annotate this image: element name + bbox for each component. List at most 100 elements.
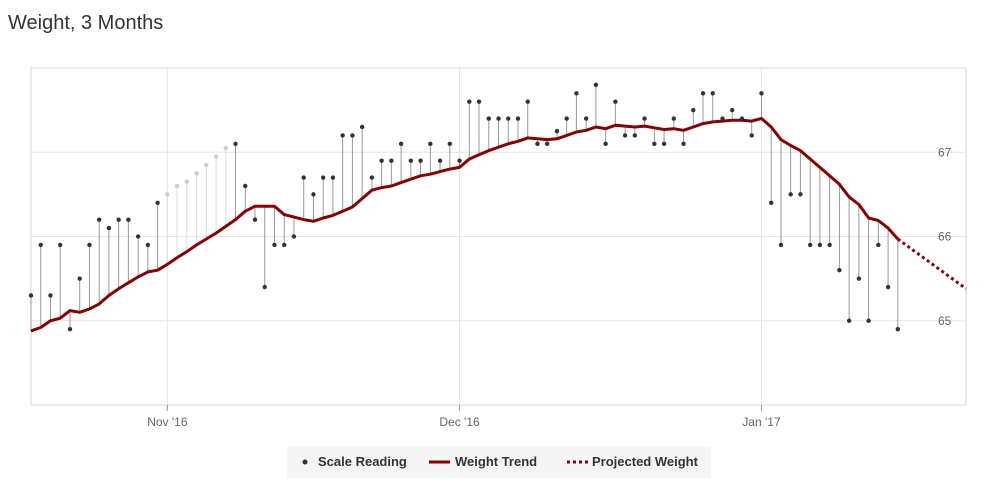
scale-reading-point	[613, 99, 618, 104]
scale-reading-point	[174, 183, 180, 189]
scale-reading-point	[720, 116, 725, 121]
trend-series	[30, 117, 967, 333]
scale-reading-point	[856, 276, 862, 281]
scale-reading-point	[301, 175, 306, 180]
legend-scale-reading-label[interactable]: Scale Reading	[318, 454, 407, 469]
scale-reading-point	[58, 242, 63, 248]
scale-reading-point	[476, 99, 482, 104]
scale-reading-point	[213, 154, 219, 159]
scale-reading-point	[28, 293, 34, 298]
y-tick-label: 67	[938, 145, 952, 159]
scale-reading-point	[583, 116, 589, 121]
scale-reading-point	[252, 217, 258, 222]
scale-reading-point	[447, 141, 453, 147]
scale-reading-point	[622, 133, 628, 138]
scale-reading-point	[96, 217, 102, 222]
scale-reading-point	[369, 175, 375, 180]
scale-reading-point	[428, 141, 433, 147]
scale-reading-point	[106, 225, 112, 231]
scale-reading-point	[379, 158, 384, 163]
scale-reading-point	[866, 318, 871, 323]
scale-reading-point	[408, 158, 414, 163]
scale-reading-point	[389, 158, 394, 163]
scale-reading-point	[135, 234, 141, 239]
scale-reading-point	[544, 141, 550, 147]
scale-reading-point	[817, 242, 823, 248]
scale-reading-point	[525, 99, 530, 104]
scale-reading-point	[359, 124, 365, 130]
scale-reading-point	[769, 200, 774, 205]
scale-reading-point	[515, 116, 521, 121]
scale-reading-point	[194, 171, 199, 176]
y-tick-label: 66	[938, 230, 952, 244]
legend-weight-trend-label[interactable]: Weight Trend	[455, 454, 537, 469]
scale-reading-point	[233, 141, 238, 147]
scale-reading-point	[593, 82, 599, 88]
scale-reading-point	[885, 284, 891, 290]
scale-reading-point	[564, 116, 569, 121]
scale-reading-point	[837, 268, 842, 273]
scale-reading-point	[700, 91, 706, 96]
x-tick-label: Dec '16	[439, 415, 480, 429]
legend-scale-reading-marker	[302, 459, 308, 465]
scale-reading-point	[496, 116, 501, 121]
scale-reading-point	[730, 107, 735, 113]
scale-reading-point	[48, 293, 53, 298]
scale-reading-point	[77, 276, 82, 281]
scale-reading-point	[739, 116, 745, 121]
scale-reading-point	[807, 242, 813, 248]
scale-reading-point	[554, 128, 560, 134]
scale-reading-point	[116, 217, 121, 222]
scale-reading-point	[398, 141, 404, 147]
scale-reading-point	[788, 192, 793, 197]
reading-stems	[30, 84, 899, 331]
scale-reading-point	[671, 116, 677, 121]
legend-background	[287, 446, 711, 478]
scale-reading-point	[632, 133, 638, 138]
scale-reading-point	[291, 234, 297, 239]
scale-reading-point	[437, 158, 443, 163]
x-tick-label: Nov '16	[147, 415, 188, 429]
scale-reading-point	[642, 116, 647, 121]
scale-reading-point	[145, 242, 151, 248]
scale-reading-point	[827, 242, 832, 248]
scale-reading-point	[282, 242, 287, 248]
scale-reading-point	[749, 133, 754, 138]
scale-reading-point	[262, 284, 267, 290]
scale-reading-point	[223, 145, 228, 151]
scale-reading-point	[467, 99, 472, 104]
scale-reading-point	[778, 242, 784, 248]
scale-reading-point	[603, 141, 608, 147]
scale-reading-point	[330, 175, 336, 180]
scale-reading-point	[243, 183, 248, 189]
scale-reading-point	[155, 200, 160, 205]
scale-reading-point	[759, 91, 764, 96]
reading-points	[28, 82, 901, 332]
legend-projected-weight-label[interactable]: Projected Weight	[592, 454, 699, 469]
scale-reading-point	[846, 318, 852, 323]
legend: Scale Reading Weight Trend Projected Wei…	[287, 446, 711, 478]
scale-reading-point	[184, 179, 190, 184]
scale-reading-point	[165, 192, 170, 197]
scale-reading-point	[457, 158, 462, 163]
scale-reading-point	[506, 116, 511, 121]
scale-reading-point	[486, 116, 491, 121]
chart-title: Weight, 3 Months	[8, 12, 164, 34]
scale-reading-point	[340, 133, 345, 138]
weight-trend-line	[30, 117, 899, 333]
scale-reading-point	[574, 91, 579, 96]
scale-reading-point	[126, 217, 131, 222]
scale-reading-point	[535, 141, 540, 147]
scale-reading-point	[681, 141, 686, 147]
scale-reading-point	[272, 242, 277, 248]
scale-reading-point	[87, 242, 92, 248]
scale-reading-point	[311, 192, 316, 197]
scale-reading-point	[320, 175, 326, 180]
scale-reading-point	[876, 242, 881, 248]
scale-reading-point	[204, 162, 209, 168]
y-tick-label: 65	[938, 314, 952, 328]
scale-reading-point	[661, 141, 667, 147]
scale-reading-point	[67, 326, 73, 332]
scale-reading-point	[895, 326, 901, 332]
